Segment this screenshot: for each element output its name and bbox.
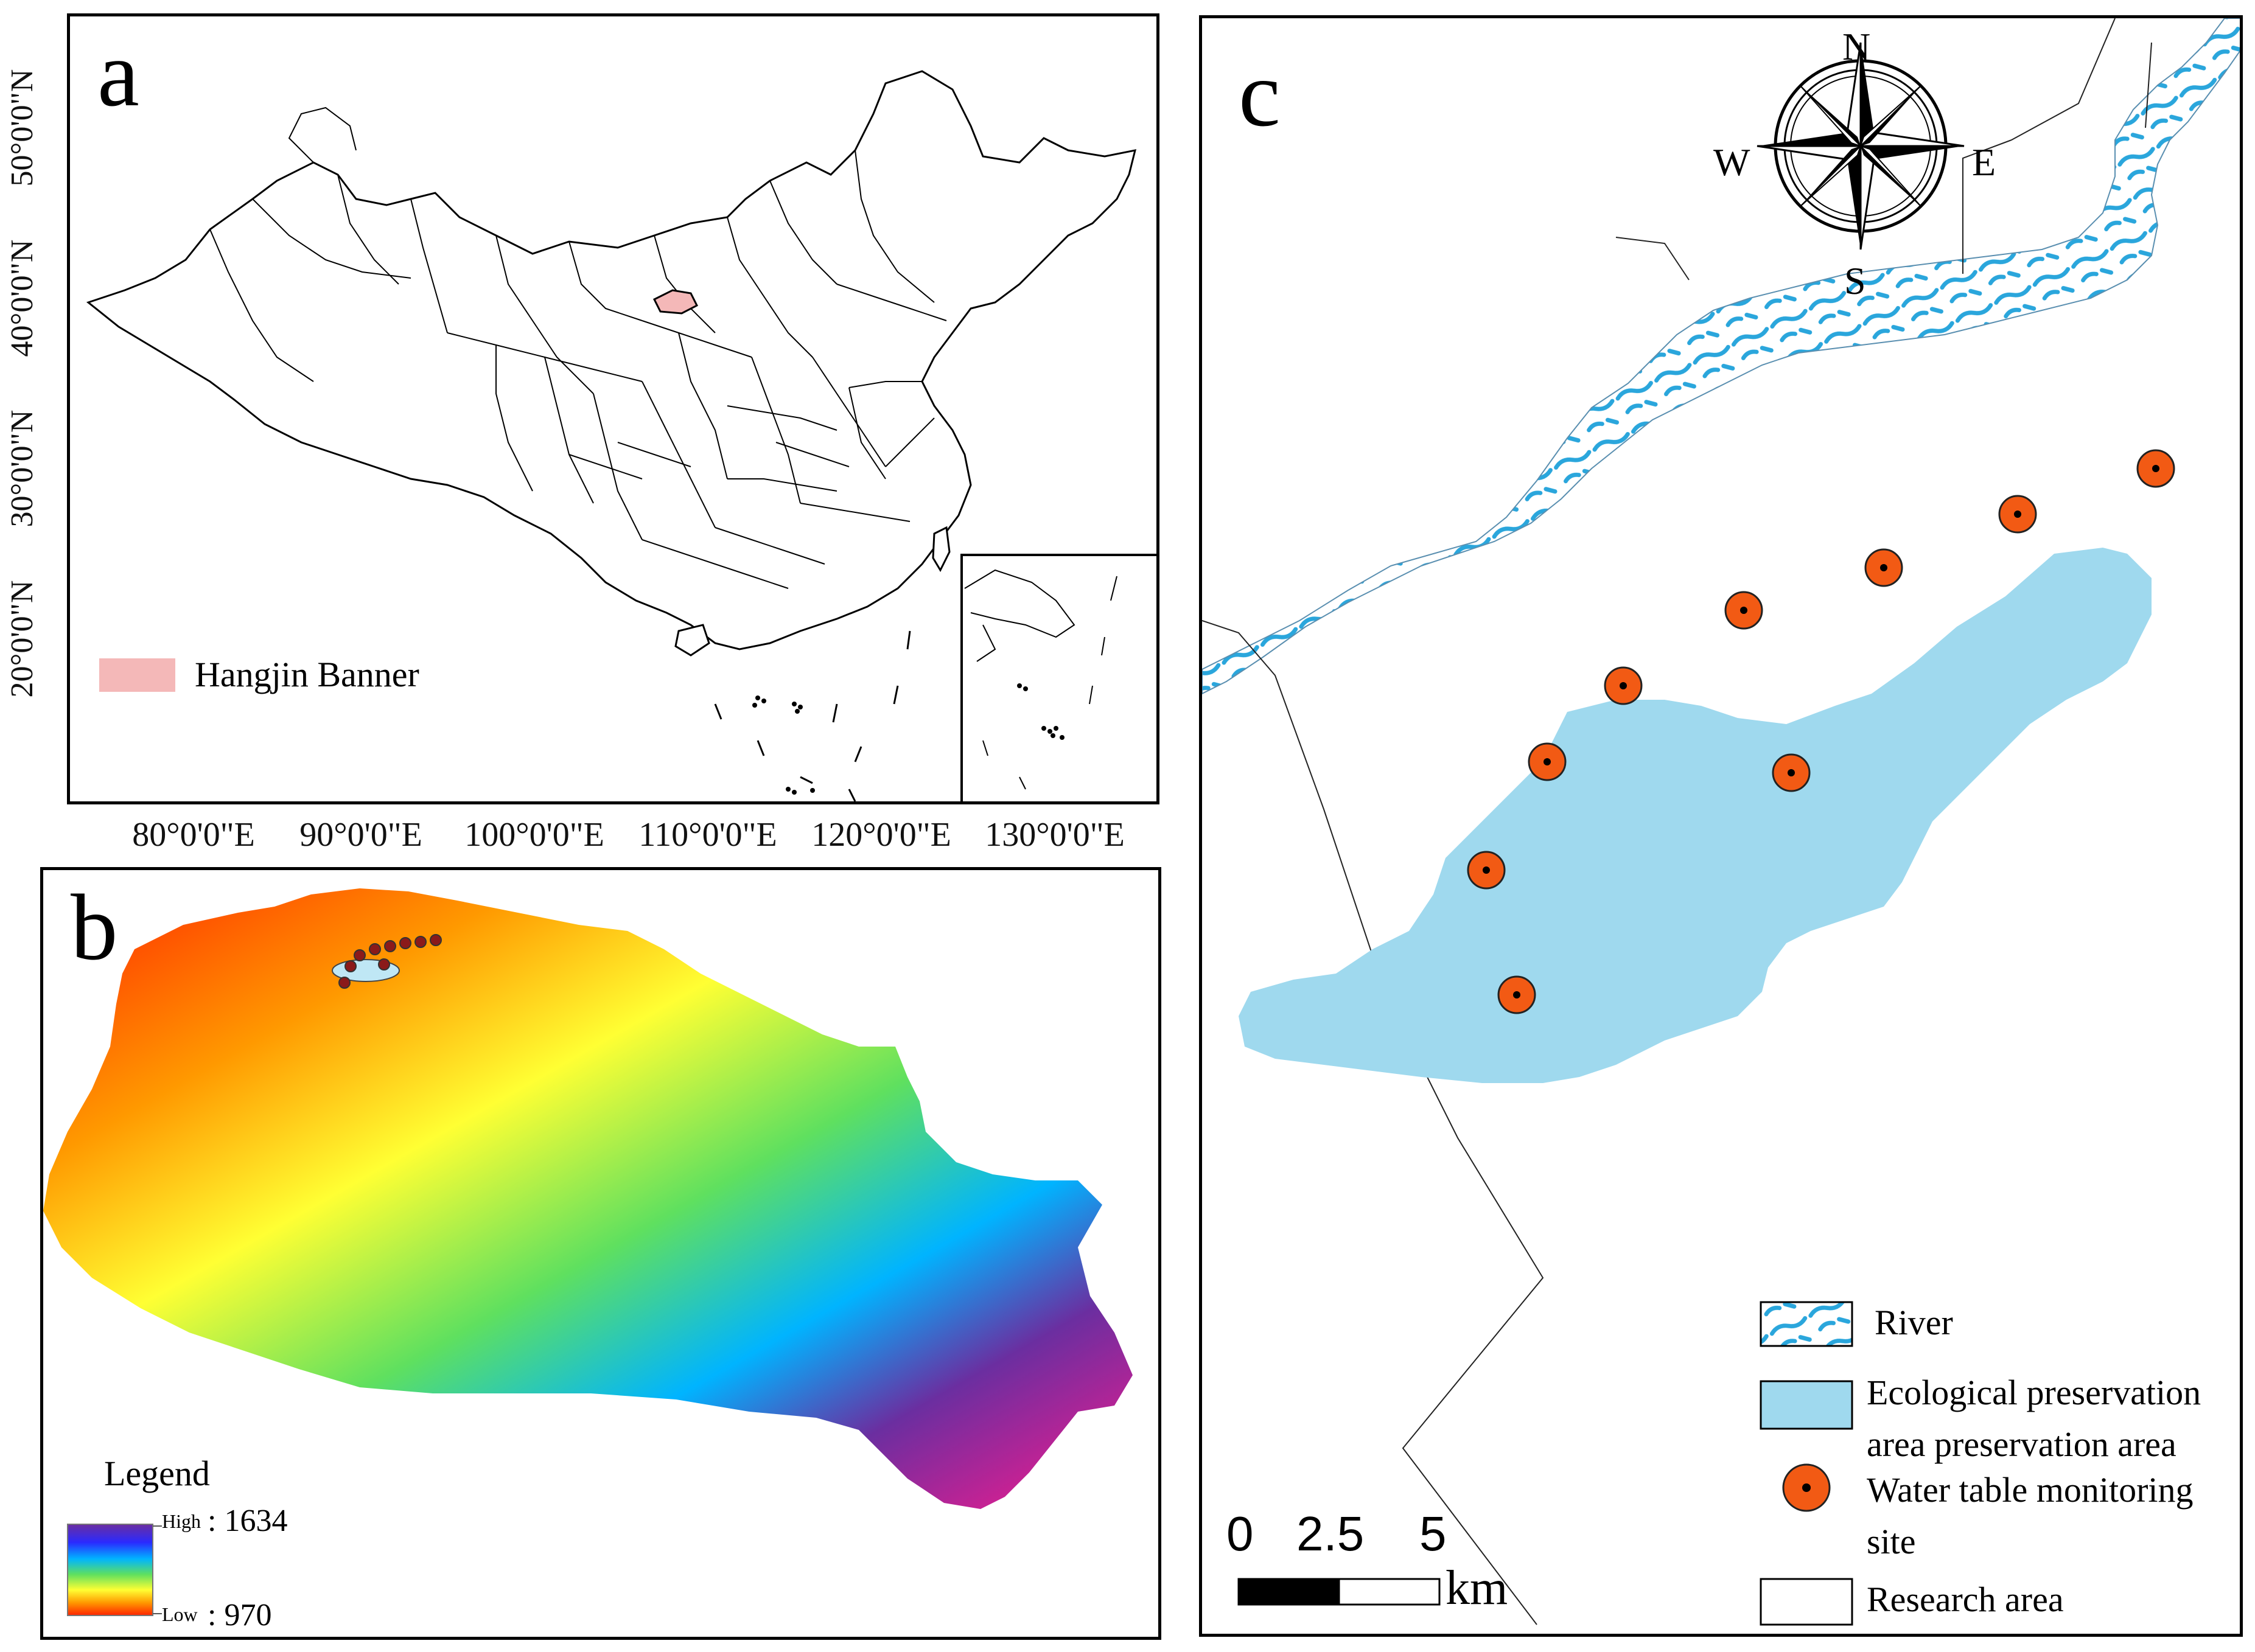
inset-content xyxy=(964,569,1117,790)
panel-c-site-map: c N S E W 0 2.5 5 km River Ecological pr… xyxy=(1199,15,2243,1637)
legend-eco-line2: area preservation area xyxy=(1867,1424,2176,1464)
research-area-legend-swatch xyxy=(1760,1578,1853,1626)
monitoring-site xyxy=(1772,753,1811,792)
elevation-map-svg xyxy=(43,888,1133,1616)
inset-box xyxy=(960,554,1156,801)
hangjin-legend-label: Hangjin Banner xyxy=(195,655,419,694)
china-map-svg xyxy=(86,70,1156,801)
legend-wt-line1: Water table monitoring xyxy=(1867,1470,2194,1510)
lon-label-130: 130°0'0"E xyxy=(985,816,1125,854)
island-dots xyxy=(752,695,815,795)
panel-b-letter: b xyxy=(71,875,118,980)
monitoring-site-dots xyxy=(338,934,442,989)
compass-south-label: S xyxy=(1844,259,1866,302)
monitoring-site xyxy=(1604,666,1643,705)
preservation-legend-swatch xyxy=(1760,1380,1853,1430)
scale-label-5: 5 xyxy=(1419,1507,1447,1561)
scale-unit-label: km xyxy=(1446,1561,1508,1615)
site-map-svg xyxy=(1202,18,2240,1626)
legend-wt-line2: site xyxy=(1867,1522,1916,1561)
water-table-monitoring-sites xyxy=(1467,449,2175,1014)
panel-c-letter: c xyxy=(1239,41,1281,146)
monitoring-site xyxy=(1724,591,1763,630)
lon-label-110: 110°0'0"E xyxy=(638,816,777,854)
scale-label-0: 0 xyxy=(1226,1507,1254,1561)
panel-a-letter: a xyxy=(97,21,139,126)
monitoring-site xyxy=(2136,449,2175,488)
lat-label-30: 30°0'0"N xyxy=(4,410,40,528)
lon-label-120: 120°0'0"E xyxy=(811,816,951,854)
inset-dots xyxy=(1017,683,1065,740)
legend-high-label: High xyxy=(162,1510,201,1532)
legend-eco-line1: Ecological preservation xyxy=(1867,1373,2201,1412)
south-china-sea-islands xyxy=(714,630,911,801)
elevation-legend-ramp xyxy=(67,1524,153,1616)
lon-label-80: 80°0'0"E xyxy=(132,816,255,854)
scale-bar xyxy=(1237,1578,1441,1606)
ecological-preservation-area xyxy=(1239,548,2152,1083)
scale-label-2-5: 2.5 xyxy=(1296,1507,1365,1561)
lon-label-100: 100°0'0"E xyxy=(464,816,604,854)
compass-east-label: E xyxy=(1972,141,1996,184)
monitoring-site xyxy=(1467,851,1506,890)
river-legend-swatch xyxy=(1760,1301,1853,1347)
legend-river-label: River xyxy=(1875,1303,1953,1342)
river-area xyxy=(1202,18,2240,695)
monitoring-site xyxy=(1497,975,1536,1014)
legend-low-value: : 970 xyxy=(208,1598,272,1633)
lat-label-50: 50°0'0"N xyxy=(4,69,40,187)
legend-research-label: Research area xyxy=(1867,1580,2064,1619)
panel-a-china-map: a Hangjin Banner xyxy=(67,13,1159,804)
lat-label-20: 20°0'0"N xyxy=(4,580,40,698)
monitoring-site xyxy=(1864,548,1903,587)
hangjin-banner-region xyxy=(652,289,699,315)
compass-north-label: N xyxy=(1842,25,1871,68)
hangjin-legend-swatch xyxy=(99,658,175,692)
lat-label-40: 40°0'0"N xyxy=(4,239,40,357)
hainan-island xyxy=(674,624,710,657)
legend-low-label: Low xyxy=(162,1603,198,1625)
site-legend-symbol xyxy=(1782,1463,1831,1512)
panel-b-elevation-map: b Legend High : 1634 Low : 970 xyxy=(40,867,1161,1640)
monitoring-site xyxy=(1998,495,2037,534)
legend-high-value: : 1634 xyxy=(208,1504,288,1538)
china-outline xyxy=(86,70,1137,650)
taiwan-island xyxy=(932,526,951,573)
province-boundaries xyxy=(209,106,947,589)
hangjin-elevation-surface xyxy=(43,888,1133,1509)
compass-west-label: W xyxy=(1713,141,1750,184)
lon-label-90: 90°0'0"E xyxy=(299,816,422,854)
compass-rose-icon xyxy=(1757,42,1965,250)
legend-title: Legend xyxy=(104,1454,210,1493)
monitoring-site xyxy=(1528,742,1567,781)
